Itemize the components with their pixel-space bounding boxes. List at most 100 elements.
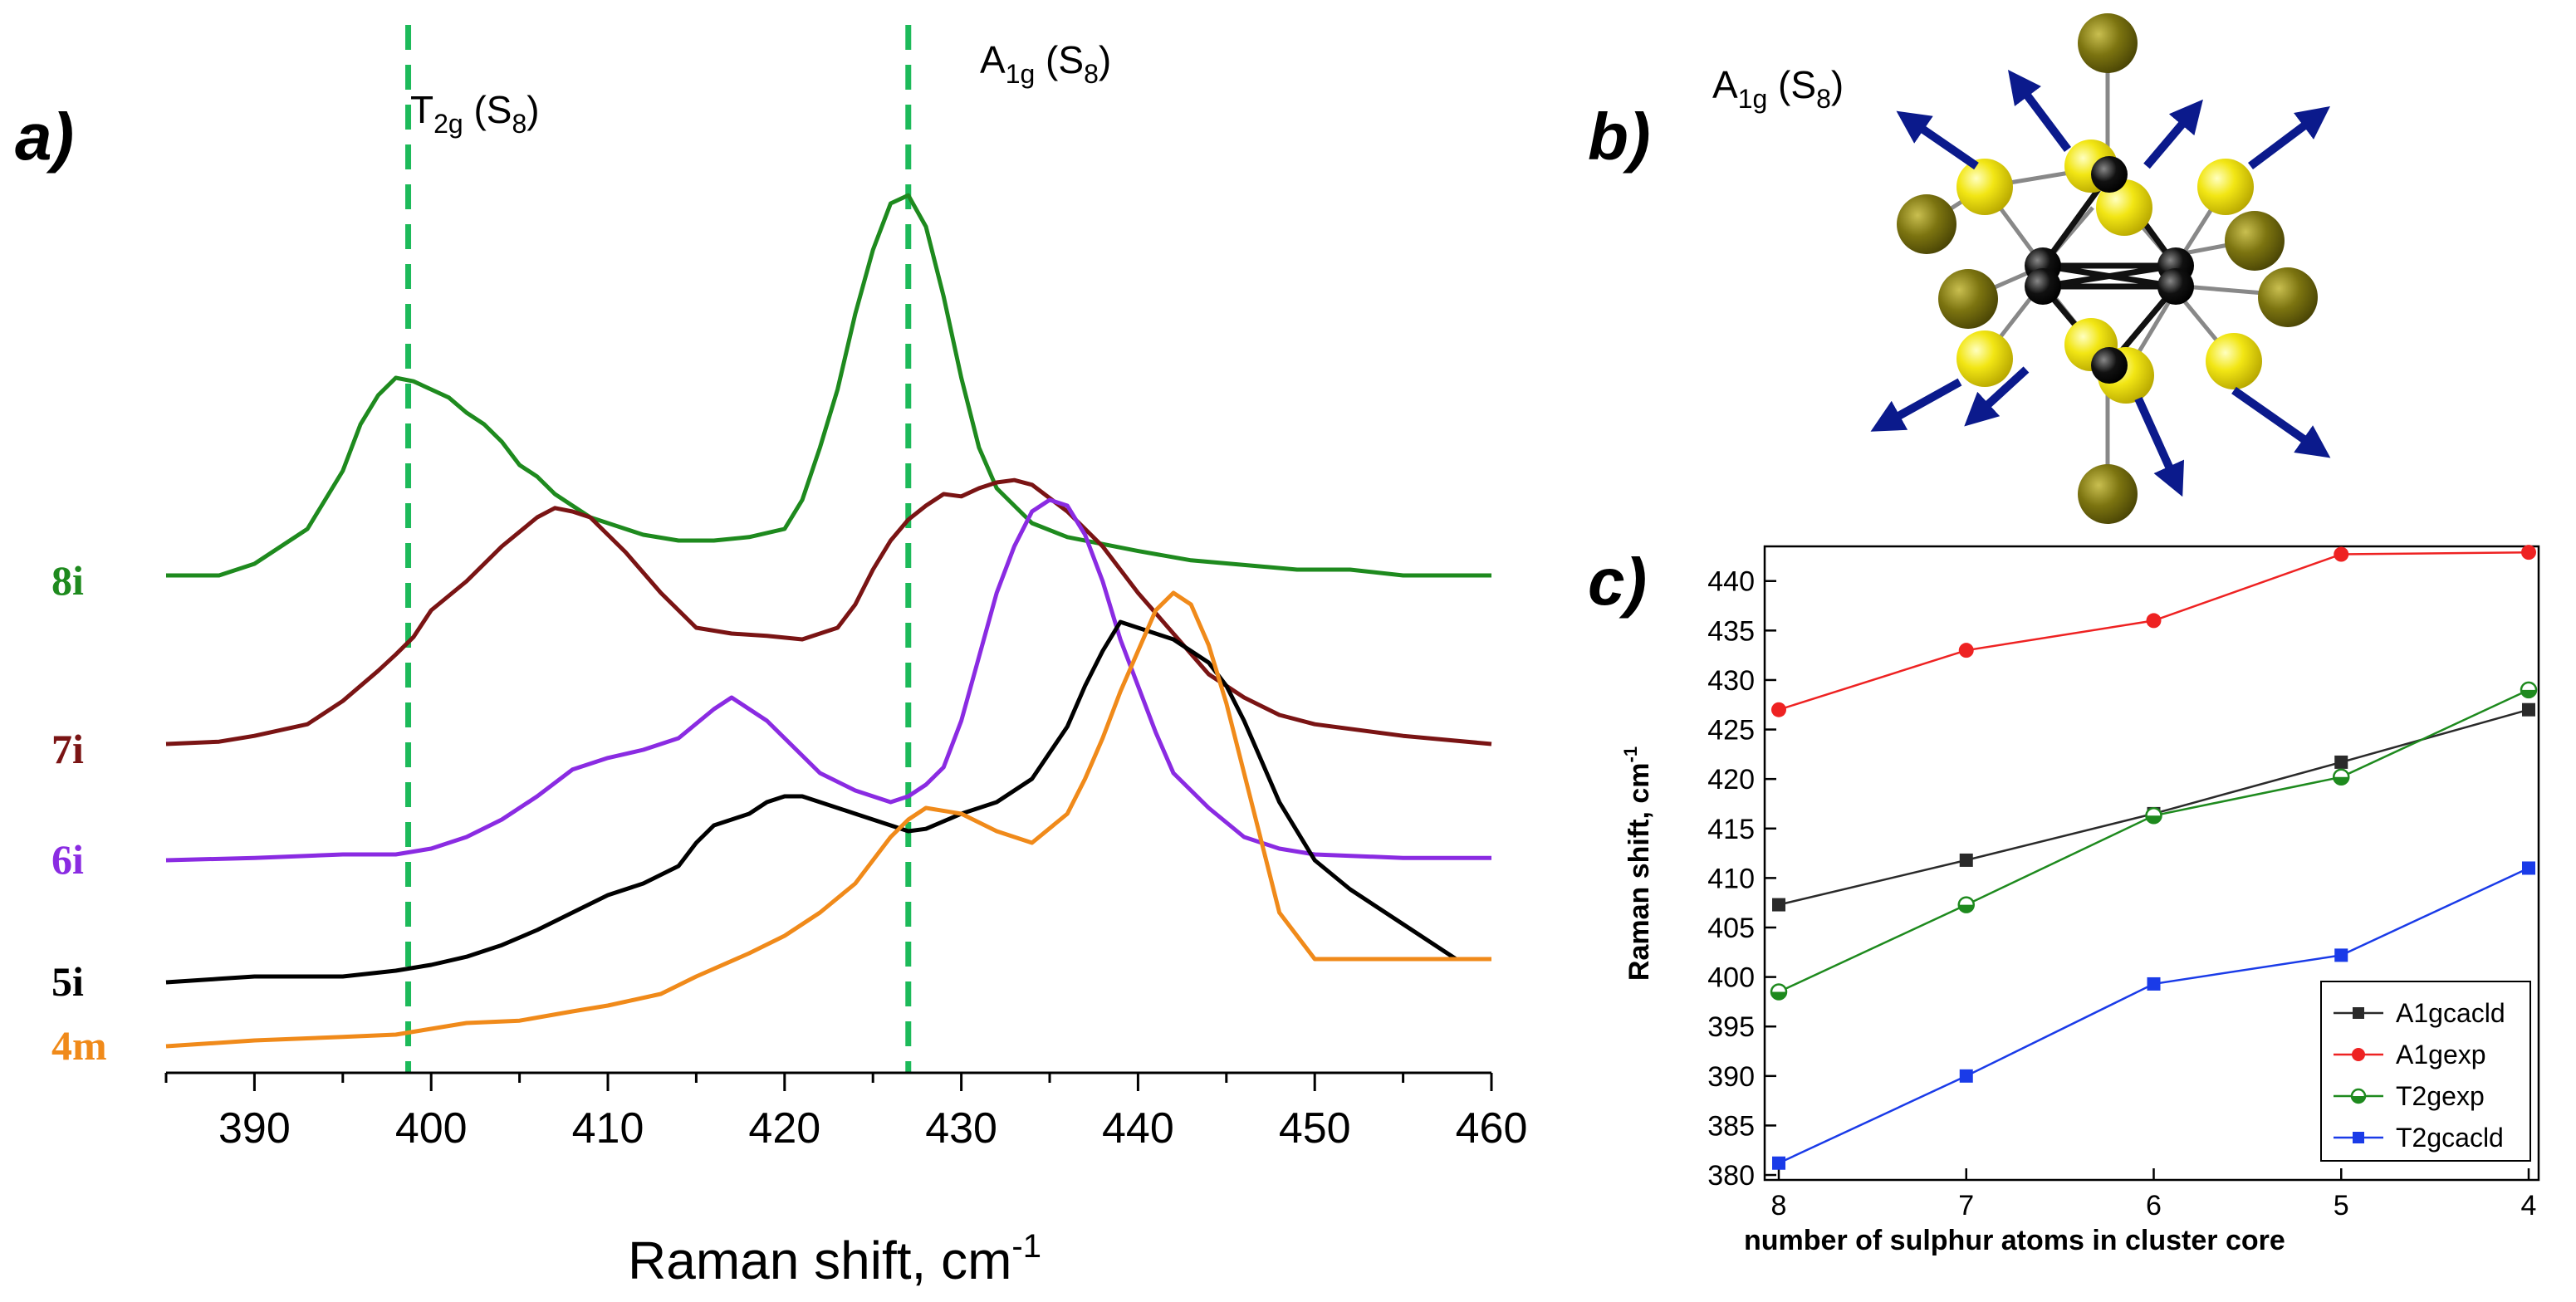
data-point [1959,853,1973,867]
legend-item-A1gexp: A1gexp [2334,1040,2486,1070]
data-point-half [2521,689,2536,698]
vibration-arrow [1870,378,1962,432]
data-point [2521,545,2536,560]
b-a1g-annotation: A1g (S8) [1712,63,1844,114]
x-tick-label: 440 [1102,1104,1174,1153]
x-tick-label: 5 [2334,1190,2349,1221]
atom [1956,159,2013,215]
vibration-arrow [1896,110,1979,170]
spectrum-4m [165,590,1491,1049]
y-tick-label: 420 [1707,764,1755,795]
data-point [1959,1069,1973,1083]
data-point [2334,948,2348,962]
atoms [1897,13,2318,524]
data-point [1771,702,1786,717]
x-tick-label: 420 [748,1104,820,1153]
data-point-half [1958,904,1974,913]
data-point [2522,702,2535,717]
y-tick-label: 400 [1707,962,1755,994]
x-tick-label: 400 [395,1104,468,1153]
data-point [2352,1048,2365,1061]
atom [2078,464,2138,524]
t2g-annotation: T2g (S8) [410,88,540,139]
label-8i: 8i [51,557,84,604]
label-4m: 4m [51,1022,107,1069]
y-tick-label: 380 [1707,1160,1755,1192]
reference-lines [405,25,912,1073]
legend-item-A1gcacld: A1gcacld [2334,998,2505,1028]
legend-item-T2gcacld: T2gcacld [2334,1123,2504,1153]
data-point [1958,643,1974,658]
data-point [2334,755,2348,769]
legend-label: A1gexp [2396,1040,2486,1070]
x-axis-title: Raman shift, cm-1 [628,1228,1041,1290]
atom [2225,211,2285,271]
x-tick-label: 430 [925,1104,997,1153]
x-axis-title: number of sulphur atoms in cluster core [1744,1225,2285,1256]
data-point-half [1771,991,1786,1000]
y-tick-label: 425 [1707,715,1755,746]
panel-c-label: c) [1588,545,1647,619]
y-tick-label: 430 [1707,665,1755,697]
data-point [2353,1007,2364,1019]
y-tick-label: 385 [1707,1110,1755,1142]
panel-a-label: a) [15,100,74,174]
data-series [1770,545,2538,1170]
y-tick-label: 435 [1707,615,1755,647]
x-tick-label: 4 [2521,1190,2537,1221]
y-axis-title: Raman shift, cm-1 [1620,746,1655,981]
y-tick-label: 410 [1707,863,1755,894]
vibration-arrow [2008,69,2071,152]
vibration-arrow [2231,386,2331,458]
atom [2091,156,2128,193]
atom [2025,268,2061,305]
data-point-half [2352,1096,2365,1103]
atom [2206,333,2262,389]
data-point-half [2334,776,2349,785]
vibration-arrow [2248,106,2330,169]
x-tick-label: 410 [572,1104,644,1153]
y-tick-label: 415 [1707,814,1755,845]
vibration-arrow [1964,366,2030,427]
raman-spectra-panel: 390 400 410 420 430 440 450 460 Raman shift, cm… [51,25,1527,1290]
vibration-arrow [2134,396,2185,497]
plot-frame [1763,545,2540,1182]
shift-vs-sulfur-panel: 380385390395400405410415420425430435440 … [1620,545,2540,1256]
atom [2078,13,2138,73]
x-tick-label: 390 [218,1104,291,1153]
series-line [1778,551,2529,711]
vibration-arrows [1870,69,2331,497]
data-point [1772,898,1785,912]
legend-label: T2gcacld [2396,1123,2504,1153]
data-point [2334,546,2349,562]
series-line [1778,688,2529,993]
x-tick-label: 6 [2146,1190,2162,1221]
vibration-arrow [2143,99,2203,169]
series-T2gcacld [1772,861,2535,1170]
atom [2157,268,2194,305]
x-tick-label: 7 [1958,1190,1974,1221]
x-tick-label: 460 [1456,1104,1528,1153]
legend: A1gcacld A1gexp T2gexp T2gcacld [2320,981,2531,1162]
label-7i: 7i [51,726,84,772]
y-axis-ticks: 380 385 390 395 400 405 410 415 420 425 430 435 440 [1707,566,1776,1192]
a1g-annotation: A1g (S8) [980,38,1111,89]
spectra-series [165,193,1492,1049]
atom [2091,347,2128,384]
legend-label: T2gexp [2396,1081,2485,1111]
atom [2096,179,2152,236]
atom [1897,194,1956,254]
spectra-labels: 8i 7i 6i 5i 4m [51,557,107,1069]
atom [1956,330,2013,387]
atom [2258,267,2318,327]
data-point [2146,613,2162,629]
x-tick-label: 8 [1771,1190,1787,1221]
legend-label: A1gcacld [2396,998,2505,1028]
y-tick-label: 440 [1707,566,1755,598]
y-tick-label: 395 [1707,1011,1755,1043]
spectrum-6i [165,497,1491,863]
atom [2197,159,2254,215]
data-point [2522,861,2535,875]
x-axis-ticks: 390 400 410 420 430 440 450 460 [164,1073,1528,1153]
